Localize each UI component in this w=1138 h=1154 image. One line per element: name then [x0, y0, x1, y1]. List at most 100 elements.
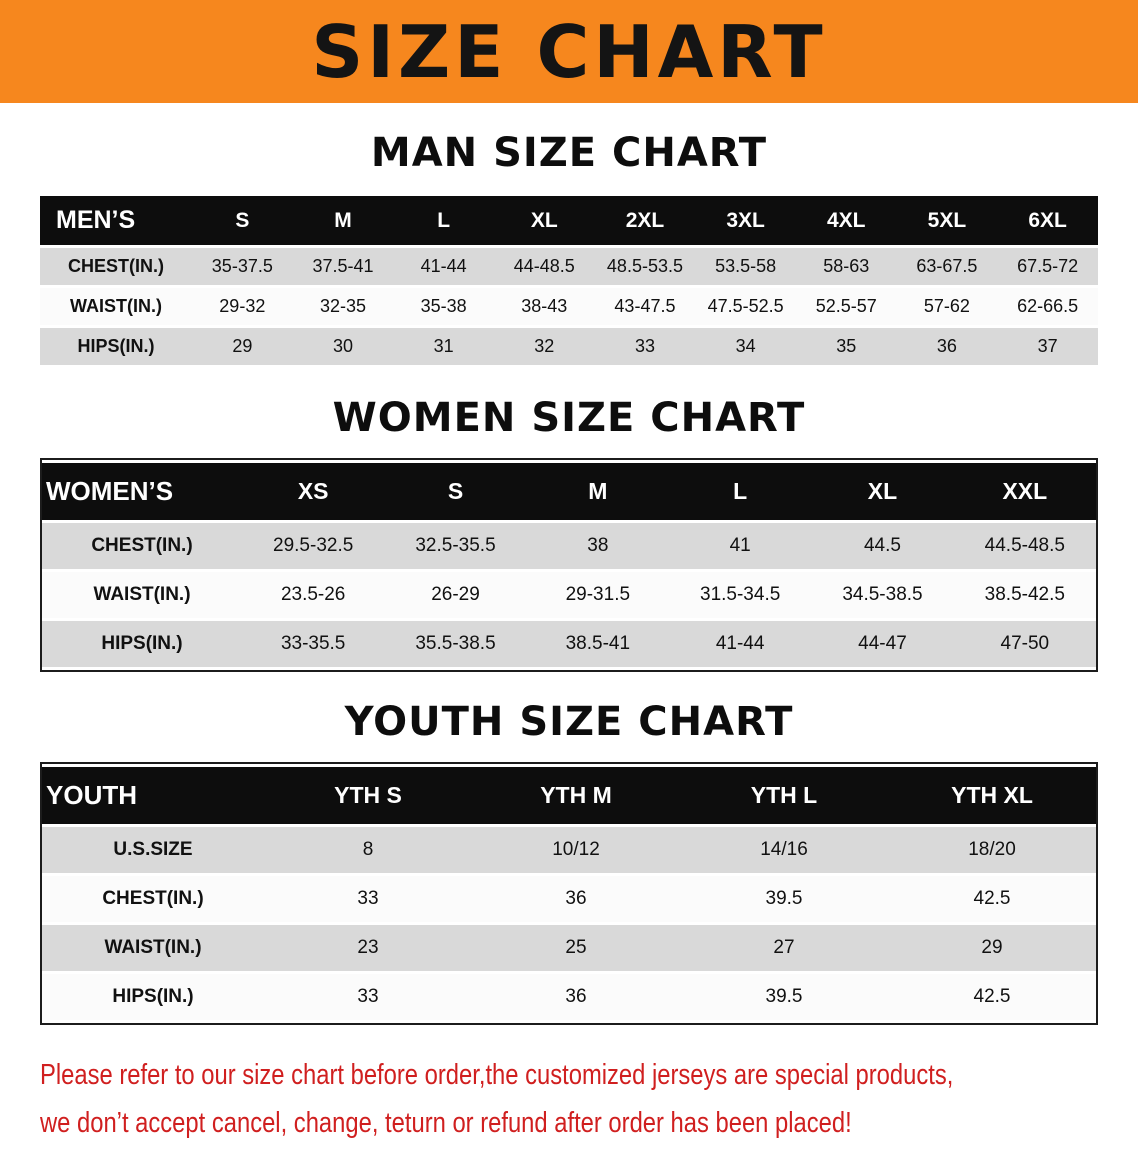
men-column-header-xl: XL [493, 196, 595, 245]
size-cell: 27 [680, 925, 888, 971]
size-cell: 35.5-38.5 [384, 621, 527, 667]
size-cell: 35-37.5 [192, 248, 293, 285]
size-cell: 29.5-32.5 [242, 523, 385, 569]
size-cell: 29-31.5 [526, 572, 669, 618]
size-cell: 42.5 [888, 876, 1096, 922]
size-cell: 37 [997, 328, 1098, 365]
size-cell: 38.5-41 [526, 621, 669, 667]
size-cell: 29 [888, 925, 1096, 971]
youth-header-label: YOUTH [42, 767, 264, 824]
youth-column-header-yth-l: YTH L [680, 767, 888, 824]
size-cell: 44.5-48.5 [953, 523, 1096, 569]
women-column-header-xs: XS [242, 463, 385, 520]
row-label: HIPS(IN.) [40, 328, 192, 365]
table-row: U.S.SIZE 8 10/12 14/16 18/20 [42, 827, 1096, 873]
section-heading-women: WOMEN SIZE CHART [332, 395, 806, 441]
size-cell: 30 [292, 328, 394, 365]
size-cell: 39.5 [680, 974, 888, 1020]
row-label: CHEST(IN.) [42, 876, 264, 922]
page-title: SIZE CHART [311, 9, 827, 94]
size-cell: 29-32 [192, 288, 293, 325]
size-cell: 23 [264, 925, 472, 971]
size-cell: 38.5-42.5 [953, 572, 1096, 618]
table-row: CHEST(IN.) 29.5-32.5 32.5-35.5 38 41 44.5 44.5… [42, 523, 1096, 569]
women-column-header-m: M [526, 463, 669, 520]
size-cell: 32 [493, 328, 595, 365]
table-row: HIPS(IN.) 29 30 31 32 33 34 35 36 37 [40, 328, 1098, 365]
size-cell: 63-67.5 [896, 248, 998, 285]
youth-size-table: YOUTH YTH S YTH M YTH L YTH XL U.S.SIZE 8 10/12… [40, 762, 1098, 1025]
size-cell: 34.5-38.5 [811, 572, 954, 618]
disclaimer-line-1: Please refer to our size chart before or… [40, 1059, 954, 1091]
men-size-table: MEN’S S M L XL 2XL 3XL 4XL 5XL 6XL CHEST(IN.) 35-37… [40, 193, 1098, 368]
size-cell: 44-47 [811, 621, 954, 667]
youth-column-header-yth-m: YTH M [472, 767, 680, 824]
size-cell: 31.5-34.5 [668, 572, 812, 618]
men-column-header-l: L [393, 196, 494, 245]
men-column-header-6xl: 6XL [997, 196, 1098, 245]
table-row: WAIST(IN.) 29-32 32-35 35-38 38-43 43-47.5 47.… [40, 288, 1098, 325]
size-cell: 44.5 [811, 523, 954, 569]
size-cell: 53.5-58 [695, 248, 796, 285]
men-column-header-m: M [292, 196, 394, 245]
size-chart-sections: MAN SIZE CHART MEN’S S M L XL 2XL 3XL 4XL 5XL 6XL C… [0, 131, 1138, 1025]
table-row: WAIST(IN.) 23 25 27 29 [42, 925, 1096, 971]
women-column-header-l: L [668, 463, 812, 520]
row-label: WAIST(IN.) [40, 288, 192, 325]
women-header-row: WOMEN’S XS S M L XL XXL [42, 463, 1096, 520]
size-cell: 34 [695, 328, 796, 365]
men-header-label: MEN’S [40, 196, 192, 245]
size-cell: 36 [896, 328, 998, 365]
size-cell: 10/12 [472, 827, 680, 873]
men-column-header-3xl: 3XL [695, 196, 796, 245]
size-cell: 33-35.5 [242, 621, 385, 667]
size-cell: 29 [192, 328, 293, 365]
size-cell: 33 [264, 876, 472, 922]
row-label: CHEST(IN.) [42, 523, 242, 569]
size-cell: 43-47.5 [594, 288, 696, 325]
size-cell: 32.5-35.5 [384, 523, 527, 569]
size-cell: 67.5-72 [997, 248, 1098, 285]
row-label: WAIST(IN.) [42, 572, 242, 618]
size-cell: 32-35 [292, 288, 394, 325]
size-cell: 58-63 [795, 248, 897, 285]
row-label: HIPS(IN.) [42, 621, 242, 667]
size-cell: 38-43 [493, 288, 595, 325]
women-header-label: WOMEN’S [42, 463, 242, 520]
size-cell: 14/16 [680, 827, 888, 873]
row-label: CHEST(IN.) [40, 248, 192, 285]
men-column-header-s: S [192, 196, 293, 245]
size-chart-banner: SIZE CHART [0, 0, 1138, 103]
size-cell: 33 [594, 328, 696, 365]
size-cell: 39.5 [680, 876, 888, 922]
youth-column-header-yth-xl: YTH XL [888, 767, 1096, 824]
disclaimer: Please refer to our size chart before or… [40, 1057, 1138, 1154]
section-heading-youth: YOUTH SIZE CHART [344, 699, 794, 745]
youth-header-row: YOUTH YTH S YTH M YTH L YTH XL [42, 767, 1096, 824]
size-cell: 35-38 [393, 288, 494, 325]
size-cell: 44-48.5 [493, 248, 595, 285]
size-cell: 25 [472, 925, 680, 971]
row-label: HIPS(IN.) [42, 974, 264, 1020]
row-label: WAIST(IN.) [42, 925, 264, 971]
size-cell: 47.5-52.5 [695, 288, 796, 325]
size-cell: 57-62 [896, 288, 998, 325]
size-cell: 31 [393, 328, 494, 365]
size-cell: 33 [264, 974, 472, 1020]
size-cell: 37.5-41 [292, 248, 394, 285]
men-header-row: MEN’S S M L XL 2XL 3XL 4XL 5XL 6XL [40, 196, 1098, 245]
disclaimer-line-2: we don’t accept cancel, change, teturn o… [40, 1107, 852, 1140]
table-row: HIPS(IN.) 33-35.5 35.5-38.5 38.5-41 41-44 44-… [42, 621, 1096, 667]
size-cell: 42.5 [888, 974, 1096, 1020]
size-cell: 18/20 [888, 827, 1096, 873]
women-column-header-s: S [384, 463, 527, 520]
size-cell: 41-44 [668, 621, 812, 667]
table-row: CHEST(IN.) 35-37.5 37.5-41 41-44 44-48.5 48.5… [40, 248, 1098, 285]
size-cell: 36 [472, 974, 680, 1020]
men-column-header-2xl: 2XL [594, 196, 696, 245]
size-cell: 41 [668, 523, 812, 569]
size-cell: 35 [795, 328, 897, 365]
women-column-header-xl: XL [811, 463, 954, 520]
size-cell: 47-50 [953, 621, 1096, 667]
